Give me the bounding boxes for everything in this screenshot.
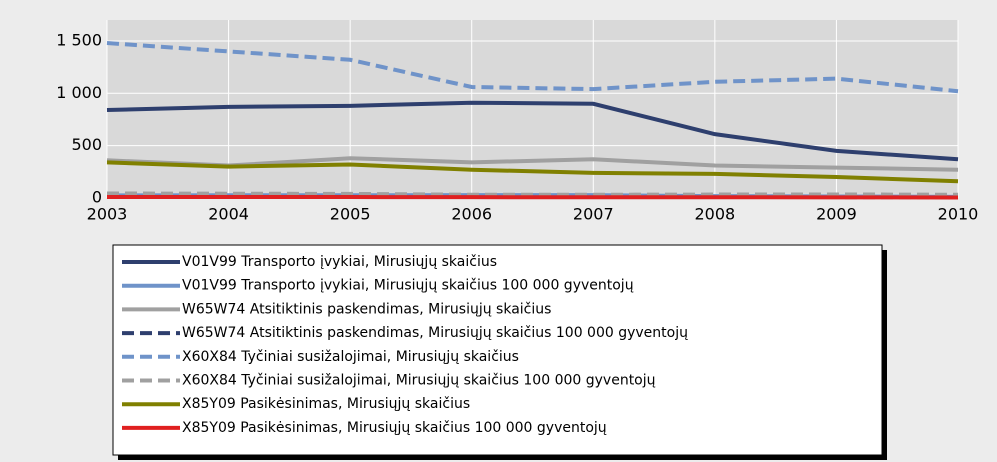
legend-label: V01V99 Transporto įvykiai, Mirusiųjų ska… bbox=[182, 254, 497, 270]
series-line bbox=[106, 160, 959, 184]
x-tick-label: 2005 bbox=[330, 205, 371, 224]
legend-label: X85Y09 Pasikėsinimas, Mirusiųjų skaičius bbox=[182, 396, 470, 412]
series-line bbox=[106, 41, 959, 94]
legend-label: W65W74 Atsitiktinis paskendimas, Mirusių… bbox=[182, 301, 551, 317]
legend-box bbox=[112, 244, 883, 456]
series-line bbox=[106, 191, 959, 197]
x-tick-label: 2010 bbox=[938, 205, 979, 224]
legend-label: X60X84 Tyčiniai susižalojimai, Mirusiųjų… bbox=[182, 373, 656, 389]
x-tick-label: 2003 bbox=[87, 205, 128, 224]
x-tick-label: 2009 bbox=[816, 205, 857, 224]
legend-label: V01V99 Transporto įvykiai, Mirusiųjų ska… bbox=[182, 278, 634, 294]
y-tick-label: 0 bbox=[92, 188, 102, 207]
legend-label: W65W74 Atsitiktinis paskendimas, Mirusių… bbox=[182, 325, 688, 341]
y-tick-label: 1 500 bbox=[56, 30, 102, 49]
y-tick-label: 1 000 bbox=[56, 83, 102, 102]
x-tick-label: 2006 bbox=[451, 205, 492, 224]
x-tick-label: 2007 bbox=[573, 205, 614, 224]
x-tick-label: 2004 bbox=[208, 205, 249, 224]
legend-label: X85Y09 Pasikėsinimas, Mirusiųjų skaičius… bbox=[182, 420, 607, 436]
series-line bbox=[106, 100, 959, 162]
series-line bbox=[106, 194, 959, 200]
legend-label: X60X84 Tyčiniai susižalojimai, Mirusiųjų… bbox=[182, 349, 519, 365]
x-tick-label: 2008 bbox=[694, 205, 735, 224]
y-tick-label: 500 bbox=[71, 135, 102, 154]
